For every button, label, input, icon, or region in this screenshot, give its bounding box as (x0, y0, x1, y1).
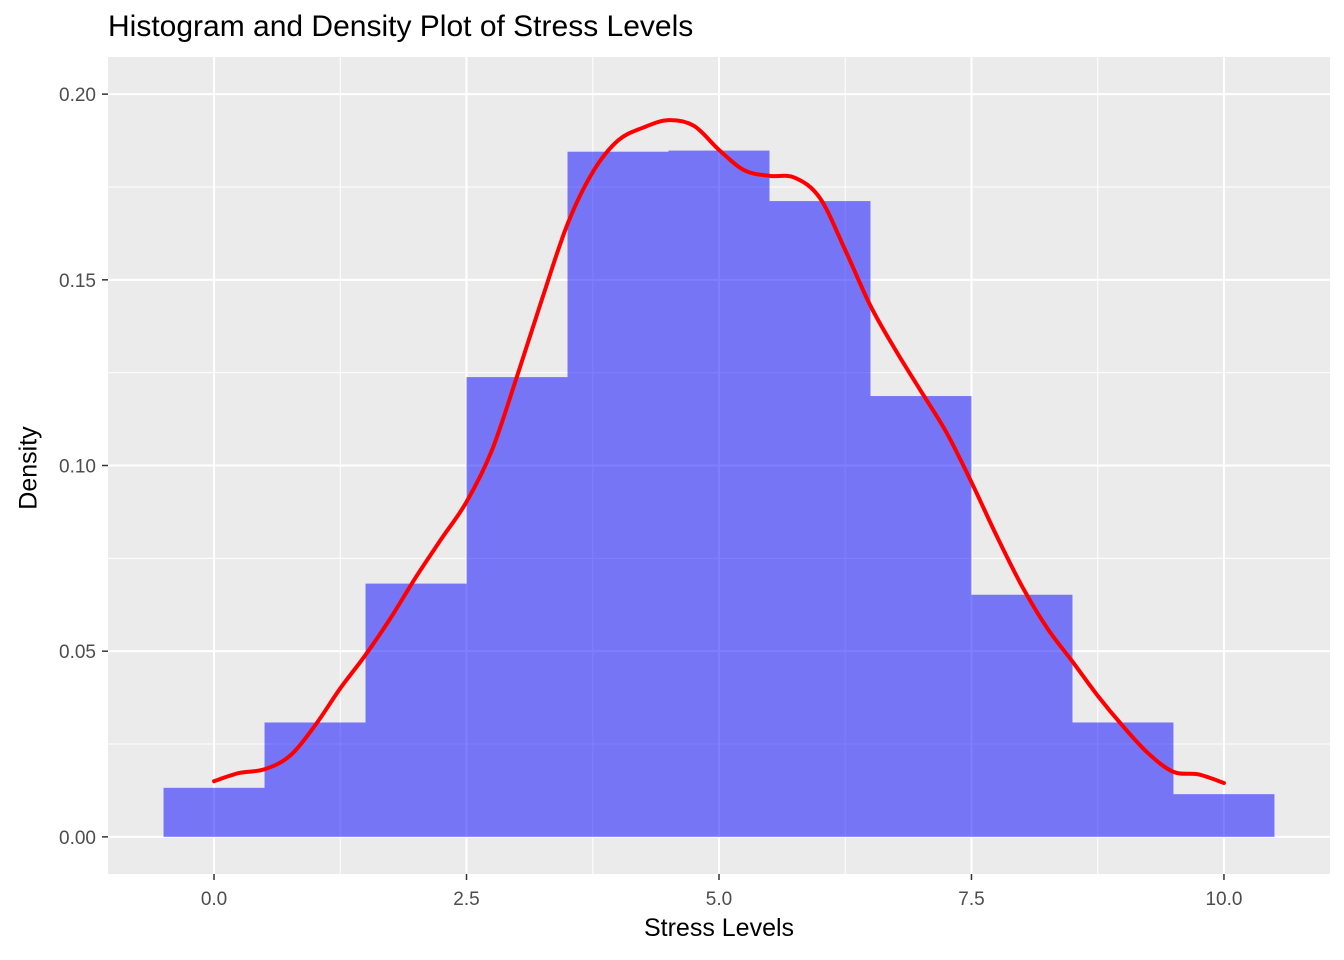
chart-title: Histogram and Density Plot of Stress Lev… (108, 10, 694, 43)
histogram-bar (870, 396, 972, 837)
y-tick-label: 0.00 (59, 828, 96, 849)
x-tick-label: 5.0 (706, 889, 732, 910)
y-axis-label: Density (14, 426, 43, 510)
density-curve (212, 118, 1226, 786)
y-tick-label: 0.20 (59, 85, 96, 106)
histogram-bar (365, 583, 467, 837)
x-tick-label: 0.0 (201, 889, 227, 910)
x-axis-label: Stress Levels (643, 914, 795, 942)
histogram-bar (1072, 722, 1174, 837)
x-tick-label: 10.0 (1205, 889, 1242, 910)
histogram-bar (769, 201, 871, 837)
tick-labels: 0.0 2.5 5.0 7.5 10.0 0.00 0.05 0.10 0.15 0.20 (59, 85, 1242, 910)
histogram-bars (163, 150, 1275, 837)
histogram-bar (668, 150, 770, 837)
histogram-bar (466, 377, 568, 837)
y-tick-label: 0.05 (59, 642, 96, 663)
x-tick-label: 2.5 (453, 889, 479, 910)
histogram-bar (567, 151, 669, 837)
histogram-bar (1173, 794, 1275, 837)
x-tick-label: 7.5 (958, 889, 984, 910)
histogram-bar (163, 787, 265, 837)
histogram-bar (971, 594, 1073, 837)
y-tick-label: 0.10 (59, 457, 96, 478)
axis-ticks (102, 93, 1225, 880)
histogram-bar (264, 722, 366, 837)
y-tick-label: 0.15 (59, 271, 96, 292)
